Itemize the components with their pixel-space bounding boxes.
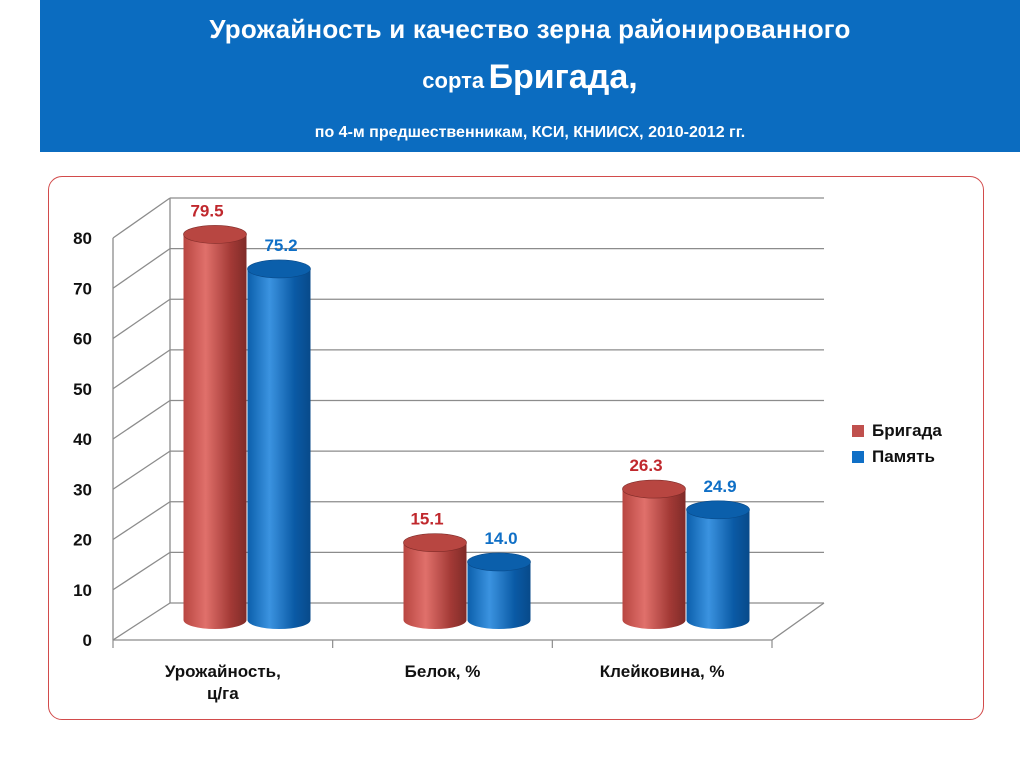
bar-brigada (622, 479, 686, 630)
data-label: 24.9 (703, 477, 736, 496)
bar-body (686, 509, 750, 630)
bar-brigada (183, 225, 247, 630)
data-label: 15.1 (410, 510, 443, 529)
page-title-line2: сорта Бригада, (40, 58, 1020, 97)
grid-line-diagonal (112, 298, 171, 340)
y-tick-label: 60 (73, 330, 92, 349)
grid-line-diagonal (112, 501, 171, 541)
grid-line-diagonal (112, 399, 171, 440)
bar-top (467, 552, 531, 572)
legend-item-brigada: Бригада (852, 418, 942, 444)
x-tick-label: Урожайность, (165, 662, 281, 681)
x-tick-label: Белок, % (405, 662, 481, 681)
grid-line-diagonal (112, 602, 171, 641)
page-title: Урожайность и качество зерна районирован… (209, 14, 851, 44)
title-banner: Урожайность и качество зерна районирован… (40, 0, 1020, 152)
data-label: 14.0 (484, 529, 517, 548)
legend-swatch-brigada (852, 425, 864, 437)
y-tick-label: 30 (73, 480, 92, 499)
bar-top (403, 533, 467, 553)
y-tick-label: 80 (73, 229, 92, 248)
data-label: 75.2 (264, 236, 297, 255)
legend-label-pamyat: Память (872, 447, 935, 466)
y-tick-label: 40 (73, 430, 92, 449)
x-tick-label: Клейковина, % (600, 662, 725, 681)
grid-line-diagonal (112, 450, 171, 490)
bar-pamyat (686, 500, 750, 630)
bar-body (183, 234, 247, 630)
legend-item-pamyat: Память (852, 444, 942, 470)
bar-top (183, 225, 247, 244)
bar-pamyat (467, 552, 531, 630)
title-prefix: сорта (422, 68, 485, 93)
legend-swatch-pamyat (852, 451, 864, 463)
page-subtitle: по 4-м предшественникам, КСИ, КНИИСХ, 20… (314, 124, 746, 141)
grid-line-diagonal (112, 551, 171, 591)
bar-body (622, 489, 686, 630)
bar-body (403, 542, 467, 630)
bar-body (467, 561, 531, 630)
bar-body (247, 268, 311, 630)
y-tick-label: 10 (73, 581, 92, 600)
bar-top (686, 500, 750, 520)
y-tick-label: 0 (83, 631, 92, 650)
title-variety: Бригада, (488, 58, 638, 96)
bar-top (622, 479, 686, 499)
y-tick-label: 70 (73, 279, 92, 298)
x-tick-label: ц/га (207, 684, 239, 703)
legend-label-brigada: Бригада (872, 421, 942, 440)
bar-pamyat (247, 259, 311, 630)
grid-line-diagonal (112, 248, 171, 289)
data-label: 26.3 (629, 456, 662, 475)
bar-top (247, 259, 311, 279)
y-tick-label: 50 (73, 380, 92, 399)
data-label: 79.5 (190, 201, 223, 220)
y-tick-label: 20 (73, 531, 92, 550)
bar-brigada (403, 533, 467, 630)
grid-line-diagonal (112, 197, 171, 239)
grid-line-diagonal (112, 349, 171, 390)
chart-legend: Бригада Память (852, 418, 942, 470)
